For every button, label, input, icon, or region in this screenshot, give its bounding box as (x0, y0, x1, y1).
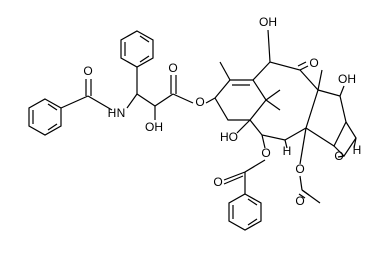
atom-label: N (117, 106, 126, 120)
atom-label: O (295, 194, 304, 208)
atom-label: HO (220, 130, 238, 144)
atom-label: H (353, 143, 362, 157)
atom-label: OH (259, 15, 277, 29)
atom-label: H (108, 106, 117, 120)
atom-label: OH (145, 120, 163, 134)
atom-labels: O H N O OH O OH O OH HO H O O O O O H (83, 15, 361, 208)
atom-label: O (213, 175, 222, 189)
atom-label: O (309, 56, 318, 70)
atom-label: O (334, 149, 343, 163)
bonds (28, 29, 357, 231)
atom-label: O (168, 61, 177, 75)
atom-label: O (295, 162, 304, 176)
atom-label: O (261, 146, 270, 160)
atom-label: H (283, 144, 292, 158)
atom-label: OH (338, 72, 356, 86)
atom-label: O (195, 95, 204, 109)
atom-label: O (83, 64, 92, 78)
